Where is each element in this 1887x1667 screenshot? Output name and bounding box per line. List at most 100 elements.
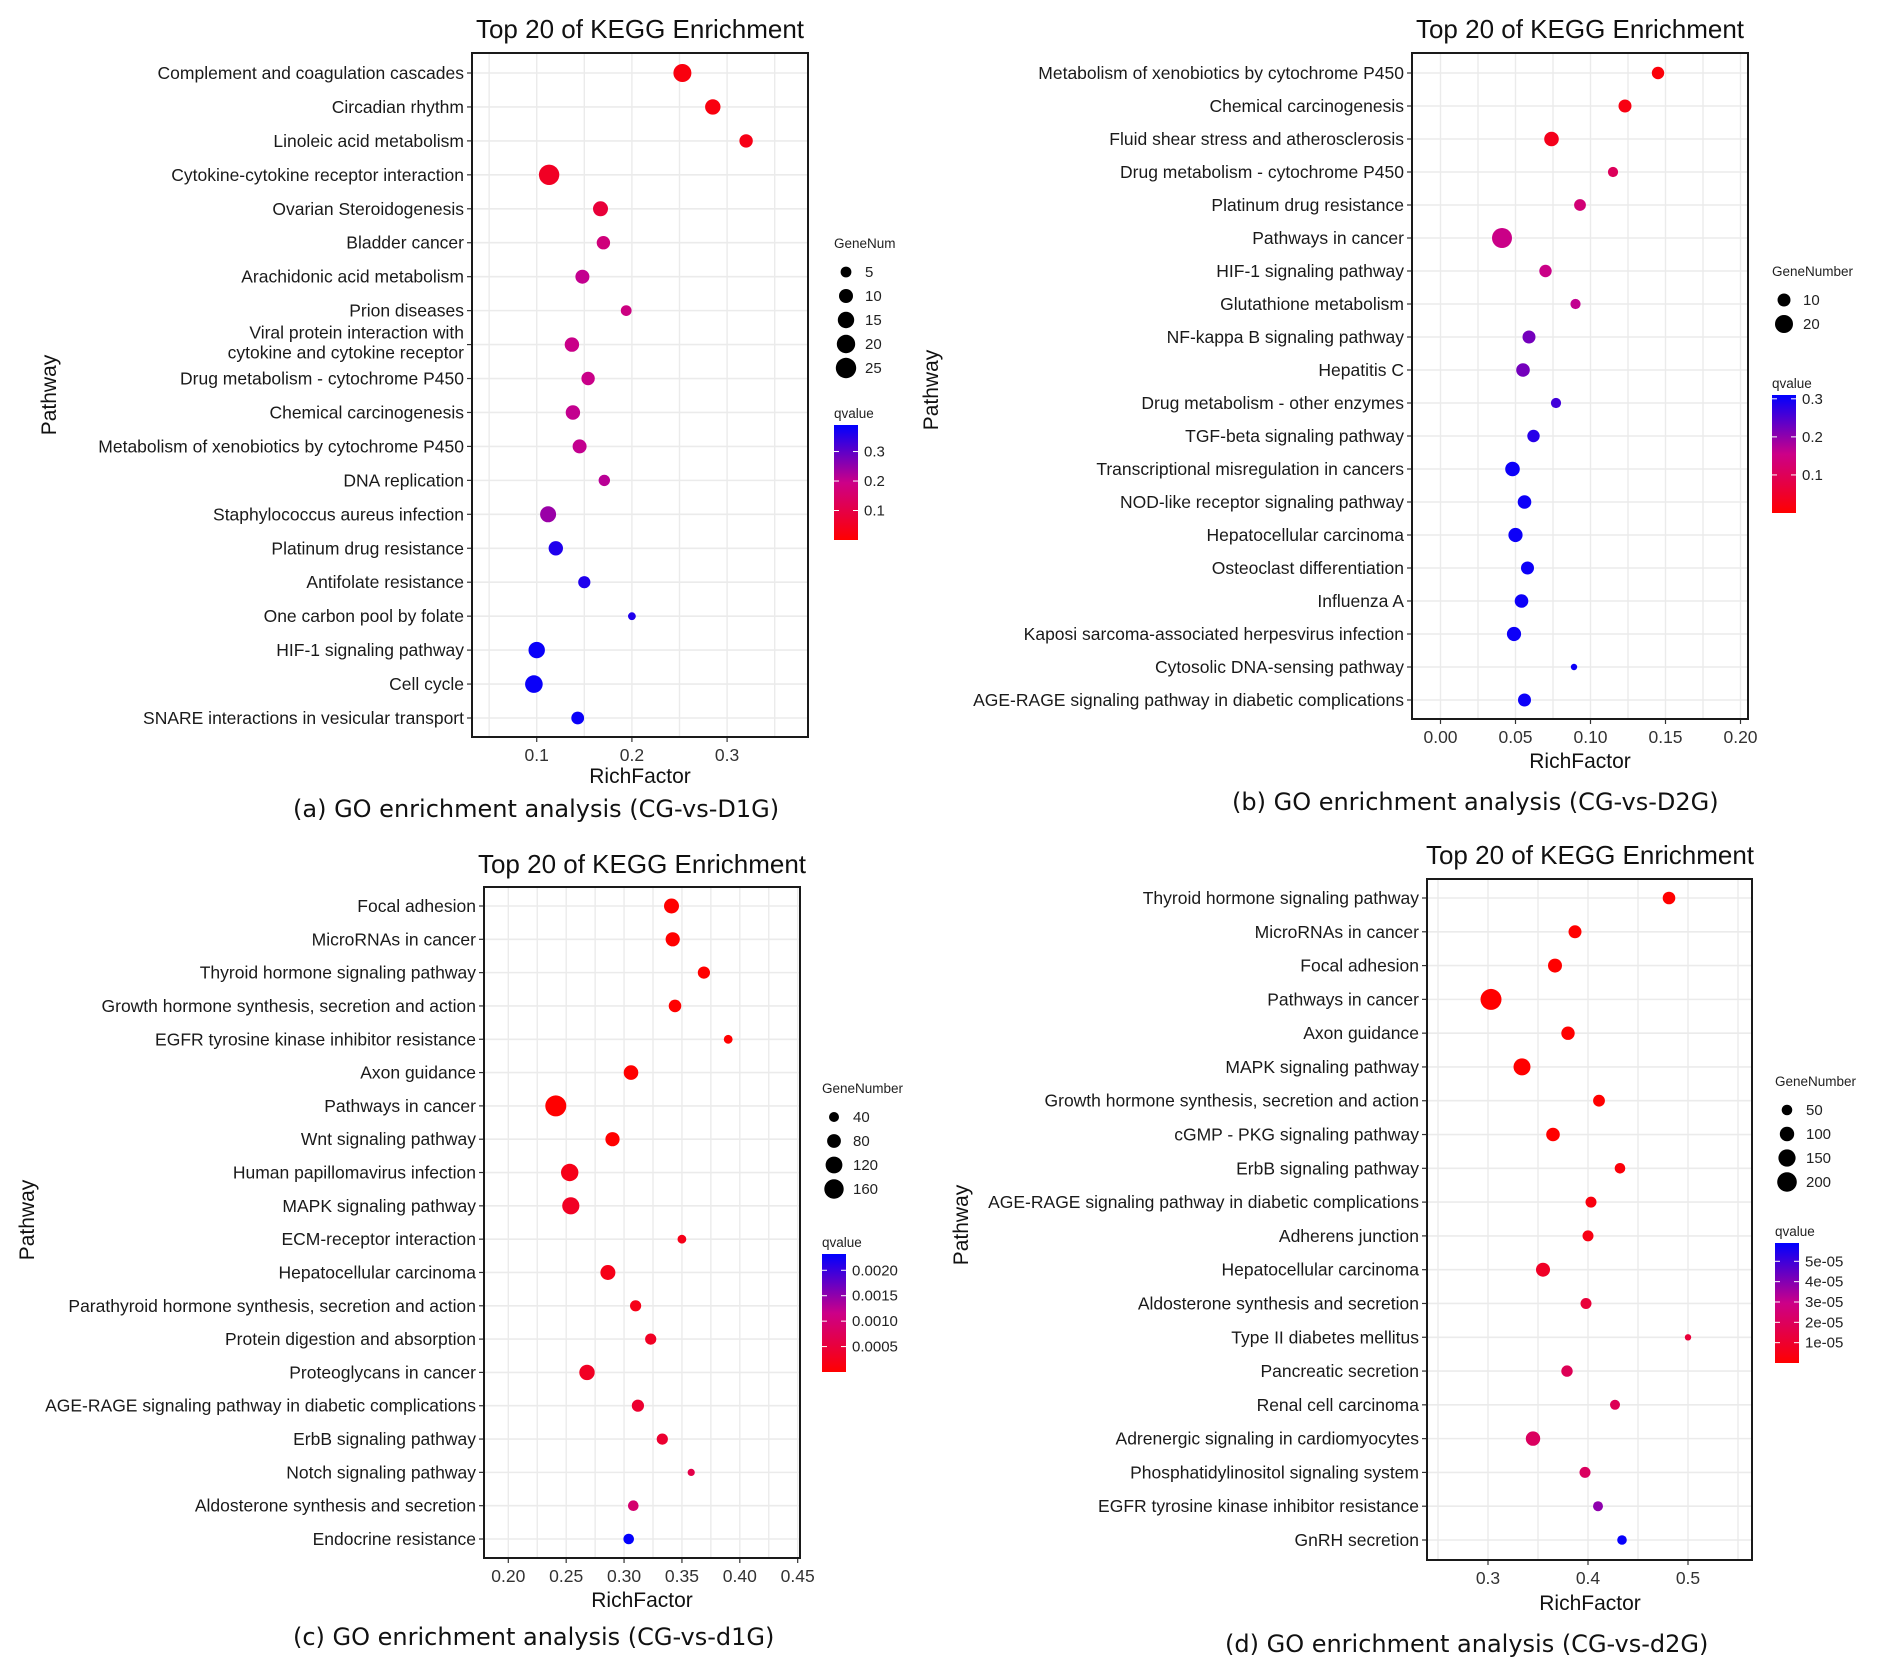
color-legend-label: 0.2 [864, 473, 885, 490]
y-tick-label: Pathways in cancer [1267, 989, 1419, 1009]
data-point [1518, 693, 1531, 707]
size-legend-key [827, 1134, 841, 1148]
data-point [538, 164, 560, 185]
color-legend-label: 0.0005 [852, 1339, 898, 1356]
y-tick-label: ErbB signaling pathway [1236, 1158, 1419, 1178]
y-tick-label: cytokine and cytokine receptor [228, 343, 465, 363]
data-point [1539, 264, 1552, 278]
x-tick-labels: 0.3 0.4 0.5 [1476, 1560, 1700, 1588]
panel-b: Top 20 of KEGG Enrichment Metabolism of … [920, 14, 1854, 816]
data-point [1544, 131, 1559, 147]
size-legend-label: 160 [853, 1181, 878, 1198]
y-tick-labels: Metabolism of xenobiotics by cytochrome … [973, 63, 1412, 710]
data-point [1525, 1431, 1541, 1446]
y-tick-label: NF-kappa B signaling pathway [1167, 327, 1405, 347]
y-tick-label: Hepatocellular carcinoma [1207, 525, 1405, 545]
data-point [1536, 1262, 1550, 1277]
color-legend-bar [834, 425, 858, 540]
y-tick-label: Type II diabetes mellitus [1231, 1327, 1419, 1347]
y-tick-label: EGFR tyrosine kinase inhibitor resistanc… [155, 1029, 476, 1049]
y-tick-label: AGE-RAGE signaling pathway in diabetic c… [988, 1192, 1419, 1212]
y-axis-label: Pathway [950, 1184, 973, 1265]
y-tick-label: Hepatitis C [1318, 360, 1404, 380]
y-tick-label: Proteoglycans in cancer [289, 1362, 476, 1382]
data-point [1517, 495, 1532, 509]
data-point [645, 1333, 657, 1345]
size-legend-key [835, 357, 857, 379]
legend: GeneNum 5 10 15 20 25 qvalue 0.1 0.2 0.3 [834, 236, 896, 540]
data-point [705, 99, 721, 115]
size-legend-title: GeneNumber [1772, 264, 1854, 279]
size-legend-key [1777, 1172, 1797, 1192]
y-tick-labels: Thyroid hormone signaling pathway MicroRN… [988, 888, 1427, 1550]
y-tick-label: Circadian rhythm [332, 97, 464, 117]
size-legend-label: 15 [865, 312, 882, 329]
y-tick-label: Cell cycle [389, 674, 464, 694]
size-legend-key [839, 289, 853, 303]
grid [472, 53, 808, 737]
size-legend-label: 10 [1803, 292, 1820, 309]
y-tick-label: Aldosterone synthesis and secretion [195, 1496, 476, 1516]
data-point [1593, 1094, 1605, 1107]
color-legend-label: 0.0010 [852, 1313, 898, 1330]
y-tick-label: Cytokine-cytokine receptor interaction [171, 165, 464, 185]
y-tick-label: Wnt signaling pathway [301, 1129, 476, 1149]
y-tick-label: Pathways in cancer [324, 1096, 476, 1116]
y-tick-label: Chemical carcinogenesis [1209, 96, 1404, 116]
data-point [620, 305, 632, 316]
size-legend-label: 50 [1806, 1102, 1823, 1119]
size-legend-key [824, 1179, 844, 1199]
y-tick-label: Phosphatidylinositol signaling system [1130, 1462, 1419, 1482]
y-tick-label: Focal adhesion [357, 896, 476, 916]
size-legend-label: 20 [865, 336, 882, 353]
data-point [1618, 99, 1632, 113]
y-axis-label: Pathway [38, 354, 61, 435]
data-point [596, 236, 611, 250]
data-point [579, 1364, 595, 1381]
x-axis-label: RichFactor [591, 1589, 693, 1612]
y-axis-label: Pathway [920, 349, 943, 430]
y-tick-label: Staphylococcus aureus infection [213, 504, 464, 524]
data-point [600, 1265, 616, 1280]
x-tick-label: 0.4 [1576, 1568, 1601, 1588]
x-tick-label: 0.20 [1723, 727, 1757, 747]
y-tick-label: Axon guidance [1303, 1023, 1419, 1043]
x-tick-label: 0.35 [665, 1566, 699, 1586]
data-point [545, 1095, 567, 1117]
x-tick-label: 0.2 [620, 745, 644, 765]
y-tick-label: Axon guidance [360, 1063, 476, 1083]
y-tick-label: MicroRNAs in cancer [312, 929, 477, 949]
y-tick-label: ErbB signaling pathway [293, 1429, 476, 1449]
y-tick-labels: Focal adhesion MicroRNAs in cancer Thyroid… [45, 896, 484, 1549]
data-point [1513, 1058, 1531, 1076]
color-legend-title: qvalue [1775, 1224, 1815, 1239]
chart-title: Top 20 of KEGG Enrichment [1416, 14, 1745, 44]
panel-caption: (d) GO enrichment analysis (CG-vs-d2G) [1225, 1630, 1708, 1658]
y-tick-label: Pathways in cancer [1252, 228, 1404, 248]
color-legend-label: 0.3 [1802, 391, 1823, 408]
data-point [548, 541, 563, 556]
grid [484, 887, 800, 1558]
x-tick-label: 0.5 [1676, 1568, 1700, 1588]
data-point [1548, 958, 1562, 973]
size-legend-title: GeneNumber [1775, 1074, 1857, 1089]
color-legend-title: qvalue [834, 406, 874, 421]
data-point [1570, 663, 1578, 671]
color-legend-label: 3e-05 [1805, 1294, 1843, 1311]
data-point [664, 898, 679, 914]
legend: GeneNumber 50 100 150 200 qvalue 1e-05 2e-05 3e-… [1775, 1074, 1857, 1363]
color-legend-title: qvalue [822, 1235, 862, 1250]
data-point [525, 675, 543, 693]
y-tick-label: ECM-receptor interaction [281, 1229, 476, 1249]
data-point [1561, 1026, 1575, 1040]
data-point [1617, 1535, 1627, 1545]
y-tick-label: Osteoclast differentiation [1212, 558, 1404, 578]
color-legend-label: 0.1 [864, 503, 885, 520]
color-legend-label: 0.1 [1802, 467, 1823, 484]
y-tick-label: Fluid shear stress and atherosclerosis [1109, 129, 1404, 149]
y-tick-label: Hepatocellular carcinoma [1222, 1260, 1420, 1280]
data-point [578, 576, 591, 589]
data-point [1516, 363, 1530, 377]
size-legend-key [829, 1112, 839, 1122]
